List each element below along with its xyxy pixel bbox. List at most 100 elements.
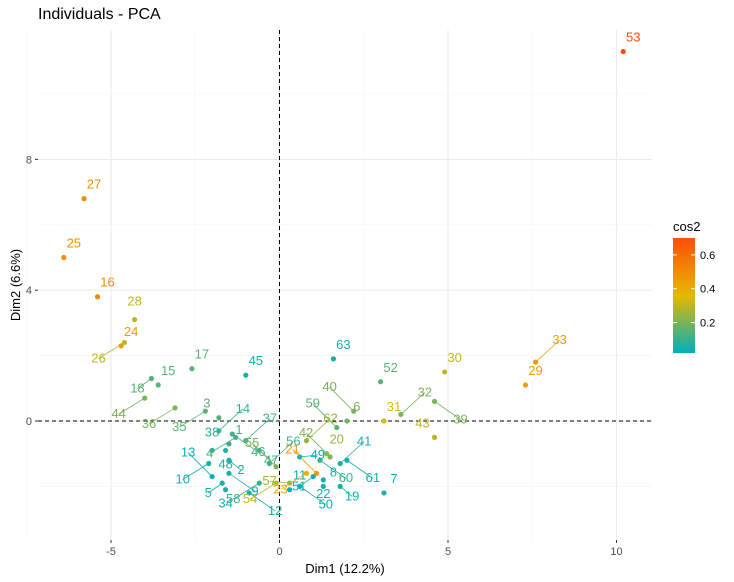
point-6: [344, 418, 350, 424]
label-leader-26: [98, 342, 125, 359]
point-label-47: 47: [264, 452, 278, 467]
label-leader-19: [339, 486, 353, 497]
label-leader-55: [251, 442, 277, 468]
x-axis-title: Dim1 (12.2%): [305, 561, 384, 576]
legend-tick-label: 0.4: [700, 284, 715, 296]
label-leader-37: [245, 418, 271, 441]
point-label-6: 6: [353, 399, 360, 414]
point-9: [226, 470, 232, 476]
label-leader-61: [346, 459, 374, 479]
label-leader-44: [118, 397, 145, 415]
legend-title: cos2: [673, 219, 700, 234]
x-tick-label: 10: [610, 546, 622, 558]
major-gridlines: [38, 30, 652, 540]
point-8: [320, 483, 326, 489]
point-30: [442, 369, 448, 375]
point-29: [522, 382, 529, 388]
point-label-42: 42: [299, 425, 313, 440]
point-label-18: 18: [130, 380, 144, 395]
point-label-46: 46: [251, 444, 265, 459]
point-label-4: 4: [206, 445, 213, 460]
point-label-31: 31: [387, 399, 401, 414]
label-leader-49: [299, 454, 318, 458]
point-7: [381, 490, 387, 496]
x-tick-label: 0: [276, 546, 282, 558]
point-label-11: 11: [293, 468, 307, 483]
x-tick-label: -5: [106, 546, 116, 558]
point-label-22: 22: [316, 486, 330, 501]
label-leader-56: [269, 441, 294, 464]
point-11: [287, 487, 293, 493]
point-label-33: 33: [552, 332, 566, 347]
point-label-20: 20: [329, 432, 343, 447]
label-leader-54: [249, 482, 277, 500]
point-45: [243, 372, 249, 378]
point-15: [155, 382, 161, 388]
point-1: [226, 441, 232, 447]
label-leader-18: [137, 378, 152, 389]
point-63: [330, 356, 337, 362]
label-leader-60: [319, 459, 347, 479]
point-label-53: 53: [626, 29, 640, 44]
legend-tick-label: 0.6: [700, 250, 715, 262]
point-label-1: 1: [235, 422, 242, 437]
point-label-2: 2: [237, 462, 244, 477]
point-31: [381, 418, 387, 424]
point-label-14: 14: [236, 401, 250, 416]
label-leader-40: [329, 386, 354, 412]
point-label-17: 17: [195, 347, 209, 362]
point-17: [189, 366, 195, 372]
point-43: [431, 434, 438, 440]
point-label-25: 25: [67, 236, 81, 251]
y-tick-label: 0: [26, 416, 32, 428]
point-label-52: 52: [383, 360, 397, 375]
point-label-34: 34: [218, 496, 232, 511]
label-leader-51: [298, 476, 314, 487]
point-label-58: 58: [226, 491, 240, 506]
y-axis-title: Dim2 (6.6%): [8, 249, 23, 321]
point-25: [61, 254, 67, 261]
label-leader-23: [280, 472, 307, 490]
point-label-62: 62: [323, 411, 337, 426]
point-label-23: 23: [273, 481, 287, 496]
label-leader-41: [339, 441, 365, 464]
point-label-55: 55: [245, 435, 259, 450]
point-label-8: 8: [330, 464, 337, 479]
point-label-15: 15: [161, 363, 175, 378]
point-label-51: 51: [292, 479, 306, 494]
point-label-57: 57: [262, 473, 276, 488]
label-leader-14: [218, 408, 244, 432]
y-tick-label: 8: [26, 154, 32, 166]
point-label-49: 49: [310, 447, 324, 462]
point-label-35: 35: [172, 419, 186, 434]
label-leader-10: [182, 463, 209, 480]
point-38: [209, 447, 215, 454]
label-leader-13: [187, 452, 213, 477]
point-label-32: 32: [418, 384, 432, 399]
point-48: [222, 447, 229, 454]
legend-tick-label: 0.2: [700, 318, 715, 330]
point-3: [216, 415, 222, 421]
label-leader-33: [535, 339, 560, 363]
point-label-61: 61: [366, 470, 380, 485]
point-label-13: 13: [181, 445, 195, 460]
point-27: [81, 196, 87, 202]
point-label-56: 56: [286, 434, 300, 449]
point-label-12: 12: [268, 503, 282, 518]
chart-title: Individuals - PCA: [38, 6, 161, 23]
point-label-27: 27: [87, 177, 101, 192]
label-leader-4: [209, 437, 236, 454]
point-28: [131, 317, 138, 323]
point-label-40: 40: [322, 379, 336, 394]
label-leader-59: [312, 403, 338, 428]
point-label-29: 29: [528, 363, 542, 378]
legend-colorbar: [673, 238, 695, 353]
point-label-38: 38: [205, 424, 219, 439]
point-label-44: 44: [111, 406, 125, 421]
point-label-45: 45: [249, 353, 263, 368]
point-label-54: 54: [243, 491, 257, 506]
point-label-50: 50: [318, 496, 332, 511]
point-52: [378, 379, 384, 385]
